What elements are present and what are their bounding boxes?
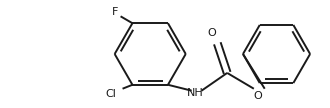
Text: O: O xyxy=(207,28,216,38)
Text: NH: NH xyxy=(187,88,204,98)
Text: F: F xyxy=(112,7,118,17)
Text: Cl: Cl xyxy=(105,89,116,99)
Text: O: O xyxy=(253,91,262,101)
